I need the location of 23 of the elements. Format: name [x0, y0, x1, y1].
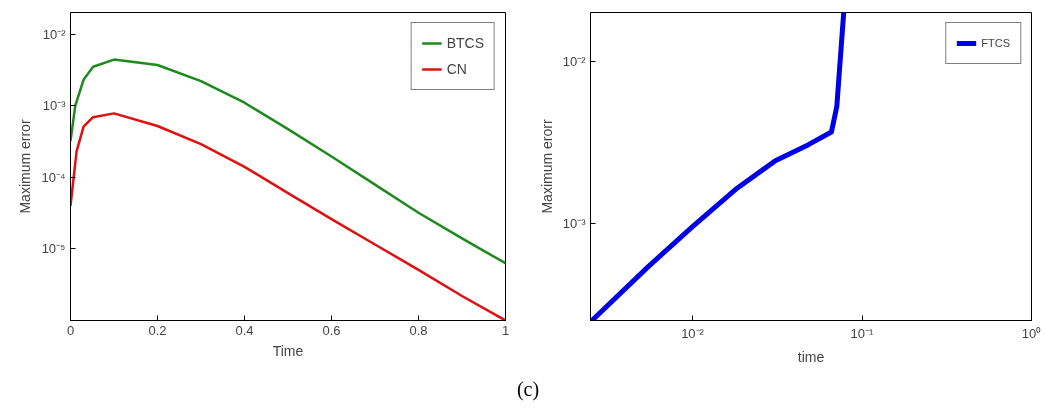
- line-series: [70, 58, 506, 265]
- text: (c): [516, 377, 540, 403]
- x-tick-label: 10⁻²: [681, 325, 705, 341]
- x-tick-label: 10⁰: [1021, 325, 1042, 341]
- x-axis-title: Time: [272, 342, 304, 359]
- y-tick-label: 10⁻³: [42, 98, 67, 114]
- x-tick-label: 0: [66, 322, 75, 338]
- x-tick-label: 0.2: [148, 322, 167, 338]
- x-tick-label: 0.4: [235, 322, 254, 338]
- x-tick-label: 0.6: [322, 322, 341, 338]
- x-axis-title: time: [797, 348, 825, 365]
- x-tick-label: 0.8: [409, 322, 428, 338]
- y-tick-label: 10⁻⁴: [41, 169, 66, 185]
- y-tick-label: 10⁻²: [42, 26, 67, 42]
- y-axis-title: Maximum erorr: [538, 119, 555, 214]
- y-tick-label: 10⁻⁵: [41, 241, 66, 257]
- y-axis-title: Maximum error: [17, 119, 34, 214]
- legend-label: FTCS: [981, 37, 1010, 49]
- y-tick-label: 10⁻³: [562, 215, 587, 231]
- x-tick-label: 1: [501, 322, 510, 338]
- x-tick-label: 10⁻¹: [850, 325, 875, 341]
- legend-label: BTCS: [446, 35, 484, 51]
- legend-label: CN: [446, 61, 467, 77]
